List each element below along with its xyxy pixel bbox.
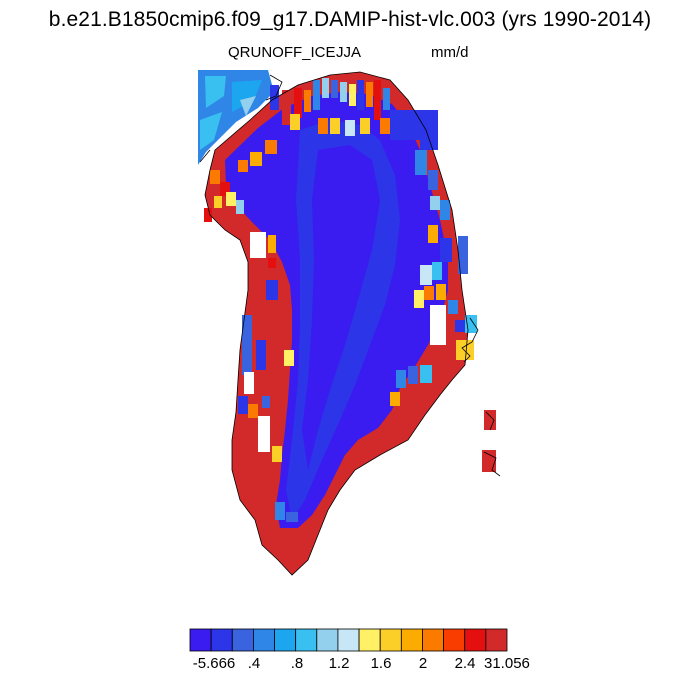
coastlines xyxy=(199,71,501,576)
colorbar-swatch xyxy=(231,628,254,652)
variable-label: QRUNOFF_ICE xyxy=(228,44,336,61)
colorbar-swatch xyxy=(316,628,339,652)
colorbar-tick-label: 2.4 xyxy=(454,655,476,672)
colorbar-swatch xyxy=(295,628,318,652)
colorbar-tick-label: 1.6 xyxy=(370,655,392,672)
colorbar-swatch xyxy=(274,628,297,652)
colorbar-swatch xyxy=(379,628,402,652)
se-island-2 xyxy=(482,450,496,472)
colorbar-swatch xyxy=(464,628,487,652)
colorbar-swatch xyxy=(210,628,233,652)
colorbar-tick-label: 1.2 xyxy=(328,655,350,672)
colorbar-tick-label: .4 xyxy=(247,655,261,672)
colorbar-swatch xyxy=(400,628,423,652)
units-label: mm/d xyxy=(431,44,469,61)
colorbar-swatch xyxy=(189,628,212,652)
se-island-1 xyxy=(484,410,496,430)
colorbar-swatch xyxy=(337,628,360,652)
colorbar-swatch xyxy=(252,628,275,652)
plot-title: b.e21.B1850cmip6.f09_g17.DAMIP-hist-vlc.… xyxy=(48,8,652,31)
colorbar-tick-label: .8 xyxy=(290,655,304,672)
colorbar-swatch xyxy=(443,628,466,652)
colorbar-swatch xyxy=(485,628,508,652)
colorbar-swatch xyxy=(422,628,445,652)
colorbar-swatch xyxy=(358,628,381,652)
colorbar-tick-label: 31.056 xyxy=(484,655,530,672)
colorbar-tick-label: 2 xyxy=(418,655,428,672)
season-label: JJA xyxy=(336,44,362,61)
colorbar-tick-label: -5.666 xyxy=(192,655,236,672)
